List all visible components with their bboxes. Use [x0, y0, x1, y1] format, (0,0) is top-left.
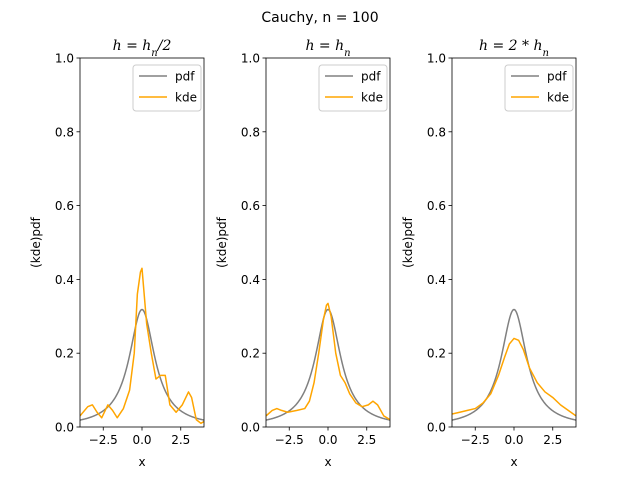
pdf-line-pdf	[80, 308, 204, 421]
subplot-title: h = 2 * hn	[479, 38, 549, 59]
y-tick-label: 1.0	[55, 52, 74, 66]
legend-label-pdf: pdf	[175, 70, 195, 84]
pdf-line-pdf	[452, 308, 576, 421]
legend-label-kde: kde	[547, 91, 569, 105]
x-axis-label: x	[324, 455, 331, 469]
subplot-1: 0.0 0.2 0.4 0.6 0.8 1.0 −2.5 0.0 2.5 x (kde)pdf h =…	[29, 38, 205, 469]
y-tick-label: 0.0	[427, 421, 446, 435]
y-tick-label: 0.6	[55, 199, 74, 213]
y-axis-label: (kde)pdf	[29, 216, 43, 268]
subplot-2: 0.0 0.2 0.4 0.6 0.8 1.0 −2.5 0.0 2.5 x (kde)pdf h =…	[215, 38, 391, 469]
figure-suptitle: Cauchy, n = 100	[261, 10, 378, 26]
x-axis-label: x	[138, 455, 145, 469]
y-tick-label: 0.4	[241, 273, 260, 287]
y-tick-label: 0.2	[241, 347, 260, 361]
axes-frame	[265, 57, 391, 428]
y-tick-label: 1.0	[427, 52, 446, 66]
y-tick-label: 0.4	[55, 273, 74, 287]
x-tick-label: 2.5	[171, 433, 190, 447]
y-tick-label: 0.4	[427, 273, 446, 287]
subplot-title: h = hn/2	[113, 38, 172, 59]
x-tick-label: −2.5	[275, 433, 304, 447]
kde-line	[80, 267, 204, 425]
x-tick-label: −2.5	[89, 433, 118, 447]
subplot-title: h = hn	[305, 38, 350, 59]
y-tick-label: 0.0	[241, 421, 260, 435]
kde-line	[452, 337, 576, 417]
axes-frame	[79, 57, 205, 428]
kde-line	[266, 302, 390, 421]
pdf-line-pdf	[266, 308, 390, 421]
subplot-3: 0.0 0.2 0.4 0.6 0.8 1.0 −2.5 0.0 2.5 x (kde)pdf h =…	[401, 38, 577, 469]
y-tick-label: 0.6	[427, 199, 446, 213]
x-tick-label: 0.0	[132, 433, 151, 447]
axes-frame	[451, 57, 577, 428]
y-tick-label: 0.0	[55, 421, 74, 435]
x-tick-label: −2.5	[461, 433, 490, 447]
x-tick-label: 2.5	[357, 433, 376, 447]
y-tick-label: 0.8	[241, 125, 260, 139]
legend-label-pdf: pdf	[547, 70, 567, 84]
x-tick-label: 2.5	[543, 433, 562, 447]
x-axis-label: x	[510, 455, 517, 469]
legend-label-pdf: pdf	[361, 70, 381, 84]
y-tick-label: 0.8	[427, 125, 446, 139]
x-tick-label: 0.0	[318, 433, 337, 447]
y-tick-label: 0.6	[241, 199, 260, 213]
y-tick-label: 0.8	[55, 125, 74, 139]
y-axis-label: (kde)pdf	[401, 216, 415, 268]
legend-label-kde: kde	[175, 91, 197, 105]
x-tick-label: 0.0	[504, 433, 523, 447]
y-tick-label: 1.0	[241, 52, 260, 66]
y-tick-label: 0.2	[55, 347, 74, 361]
legend-label-kde: kde	[361, 91, 383, 105]
y-tick-label: 0.2	[427, 347, 446, 361]
y-axis-label: (kde)pdf	[215, 216, 229, 268]
